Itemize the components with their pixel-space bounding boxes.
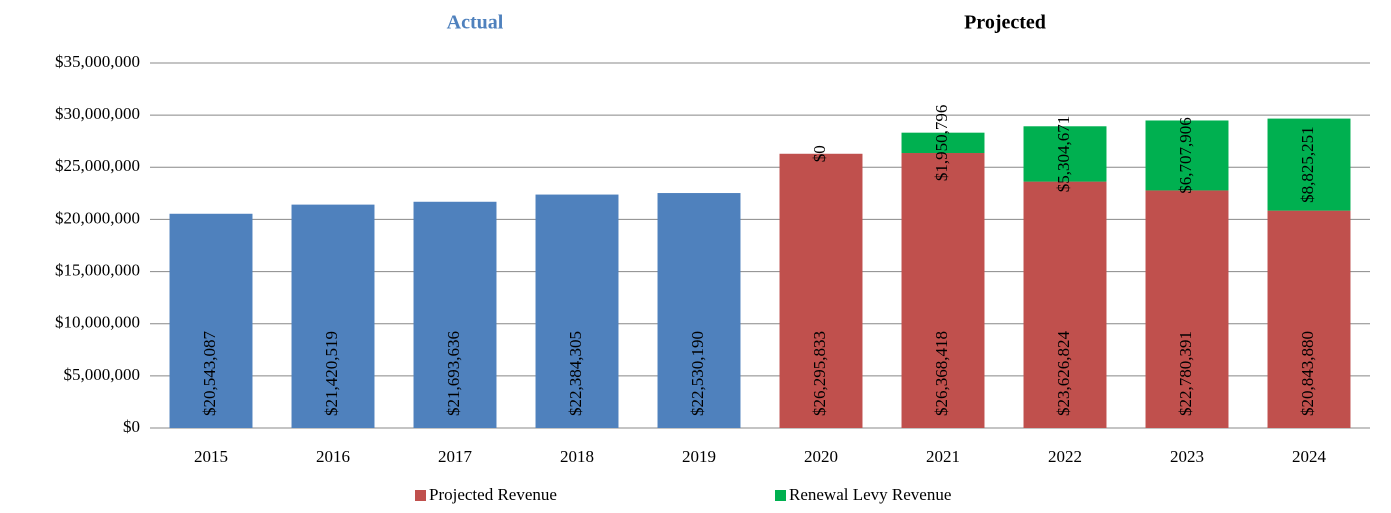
x-tick-label: 2022 bbox=[1048, 447, 1082, 466]
data-label: $26,295,833 bbox=[810, 331, 829, 416]
data-label: $8,825,251 bbox=[1298, 126, 1317, 203]
data-label: $0 bbox=[810, 145, 829, 162]
data-label: $20,543,087 bbox=[200, 331, 219, 417]
section-header: Projected bbox=[964, 12, 1046, 34]
bar-segment bbox=[901, 153, 985, 428]
section-header: Actual bbox=[447, 12, 504, 34]
y-tick-label: $10,000,000 bbox=[55, 313, 140, 332]
bar-segment bbox=[779, 153, 863, 428]
bar-segment bbox=[413, 201, 497, 428]
y-tick-label: $5,000,000 bbox=[64, 365, 141, 384]
x-tick-label: 2018 bbox=[560, 447, 594, 466]
bar-segment bbox=[291, 204, 375, 428]
data-label: $22,530,190 bbox=[688, 331, 707, 416]
data-label: $1,950,796 bbox=[932, 105, 951, 182]
data-label: $5,304,671 bbox=[1054, 116, 1073, 193]
bar-segment bbox=[535, 194, 619, 428]
x-tick-label: 2019 bbox=[682, 447, 716, 466]
y-tick-label: $0 bbox=[123, 417, 140, 436]
bar-segment bbox=[1267, 118, 1351, 211]
y-tick-label: $30,000,000 bbox=[55, 104, 140, 123]
y-tick-label: $25,000,000 bbox=[55, 156, 140, 175]
x-tick-label: 2016 bbox=[316, 447, 350, 466]
legend-swatch bbox=[415, 490, 426, 501]
y-tick-label: $20,000,000 bbox=[55, 208, 140, 227]
data-label: $21,420,519 bbox=[322, 331, 341, 416]
bar-segment bbox=[1145, 190, 1229, 428]
bar-segment bbox=[169, 213, 253, 428]
x-tick-label: 2021 bbox=[926, 447, 960, 466]
data-label: $21,693,636 bbox=[444, 331, 463, 416]
legend-label: Renewal Levy Revenue bbox=[789, 485, 951, 504]
legend-label: Projected Revenue bbox=[429, 485, 557, 504]
data-label: $22,384,305 bbox=[566, 331, 585, 416]
legend-swatch bbox=[775, 490, 786, 501]
x-tick-label: 2017 bbox=[438, 447, 473, 466]
x-tick-label: 2024 bbox=[1292, 447, 1327, 466]
x-tick-label: 2015 bbox=[194, 447, 228, 466]
bar-segment bbox=[657, 193, 741, 428]
data-label: $23,626,824 bbox=[1054, 331, 1073, 417]
data-label: $26,368,418 bbox=[932, 331, 951, 416]
x-tick-label: 2023 bbox=[1170, 447, 1204, 466]
bar-segment bbox=[1023, 181, 1107, 428]
data-label: $6,707,906 bbox=[1176, 117, 1195, 194]
x-tick-label: 2020 bbox=[804, 447, 838, 466]
y-tick-label: $15,000,000 bbox=[55, 260, 140, 279]
y-tick-label: $35,000,000 bbox=[55, 52, 140, 71]
bar-segment bbox=[1267, 210, 1351, 428]
data-label: $22,780,391 bbox=[1176, 331, 1195, 416]
data-label: $20,843,880 bbox=[1298, 331, 1317, 416]
bar-segment bbox=[1145, 120, 1229, 191]
bar-segment bbox=[901, 132, 985, 154]
bar-segment bbox=[1023, 126, 1107, 182]
